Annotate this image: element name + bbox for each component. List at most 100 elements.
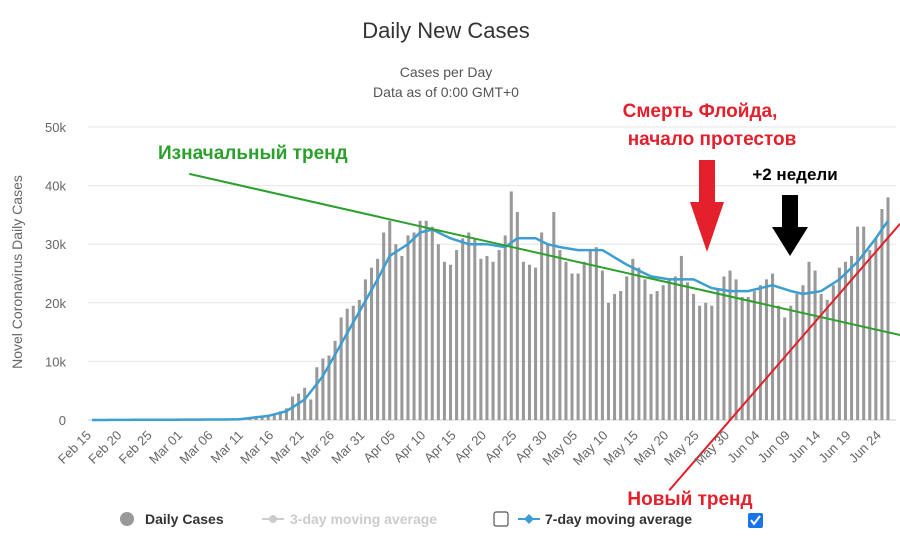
daily-cases-bar[interactable] <box>673 276 677 420</box>
daily-cases-bar[interactable] <box>850 255 854 420</box>
daily-cases-bar[interactable] <box>266 415 270 420</box>
daily-cases-bar[interactable] <box>552 211 556 420</box>
daily-cases-bar[interactable] <box>509 191 513 420</box>
daily-cases-bar[interactable] <box>546 244 550 420</box>
daily-cases-bar[interactable] <box>448 264 453 420</box>
daily-cases-bar[interactable] <box>436 244 440 420</box>
daily-cases-bar[interactable] <box>716 288 720 420</box>
checkbox-7day-average[interactable] <box>748 513 763 528</box>
daily-cases-bar[interactable] <box>540 232 544 420</box>
daily-cases-bar[interactable] <box>667 279 671 420</box>
daily-cases-bar[interactable] <box>376 258 380 420</box>
daily-cases-bar[interactable] <box>643 279 647 420</box>
daily-cases-bar[interactable] <box>527 264 532 420</box>
daily-cases-bar[interactable] <box>746 296 750 420</box>
daily-cases-bar[interactable] <box>418 220 422 420</box>
daily-cases-bar[interactable] <box>558 250 562 420</box>
daily-cases-bar[interactable] <box>388 220 392 420</box>
daily-cases-bar[interactable] <box>606 302 611 420</box>
daily-cases-bar[interactable] <box>406 235 410 420</box>
daily-cases-bar[interactable] <box>631 258 635 420</box>
daily-cases-bar[interactable] <box>309 399 313 420</box>
daily-cases-bar[interactable] <box>649 294 653 420</box>
daily-cases-bar[interactable] <box>856 226 860 420</box>
daily-cases-bar[interactable] <box>400 255 404 420</box>
daily-cases-bar[interactable] <box>363 279 367 420</box>
daily-cases-bar[interactable] <box>771 273 775 421</box>
daily-cases-bar[interactable] <box>582 261 586 420</box>
daily-cases-bar[interactable] <box>801 285 805 420</box>
daily-cases-bar[interactable] <box>479 258 483 420</box>
daily-cases-bar[interactable] <box>685 282 689 420</box>
checkbox-3day-average[interactable] <box>493 511 509 527</box>
daily-cases-bar[interactable] <box>795 294 799 420</box>
daily-cases-bar[interactable] <box>284 408 288 420</box>
daily-cases-bar[interactable] <box>613 294 617 420</box>
daily-cases-bar[interactable] <box>880 209 884 420</box>
daily-cases-bar[interactable] <box>734 279 738 420</box>
daily-cases-bar[interactable] <box>807 261 811 420</box>
daily-cases-bar[interactable] <box>412 232 416 420</box>
daily-cases-bar[interactable] <box>758 285 762 420</box>
daily-cases-bar[interactable] <box>503 235 507 420</box>
daily-cases-bar[interactable] <box>321 358 325 420</box>
daily-cases-bar[interactable] <box>515 211 519 420</box>
daily-cases-bar[interactable] <box>430 226 434 420</box>
daily-cases-bar[interactable] <box>297 393 301 420</box>
daily-cases-bar[interactable] <box>272 414 276 420</box>
daily-cases-bar[interactable] <box>497 250 501 420</box>
daily-cases-bar[interactable] <box>819 294 823 420</box>
daily-cases-bar[interactable] <box>831 285 835 420</box>
daily-cases-bar[interactable] <box>698 305 702 420</box>
daily-cases-bar[interactable] <box>278 411 282 420</box>
daily-cases-bar[interactable] <box>424 220 428 420</box>
daily-cases-bar[interactable] <box>789 305 793 420</box>
daily-cases-bar[interactable] <box>637 267 641 420</box>
daily-cases-bar[interactable] <box>576 273 580 421</box>
daily-cases-bar[interactable] <box>813 270 817 420</box>
daily-cases-bar[interactable] <box>345 308 349 420</box>
daily-cases-bar[interactable] <box>886 197 890 420</box>
daily-cases-bar[interactable] <box>461 238 465 420</box>
legend-item-3day-average[interactable]: 3-day moving average <box>262 511 437 527</box>
daily-cases-bar[interactable] <box>521 261 525 420</box>
daily-cases-bar[interactable] <box>679 255 683 420</box>
daily-cases-bar[interactable] <box>473 238 477 420</box>
daily-cases-bar[interactable] <box>491 261 495 420</box>
daily-cases-bar[interactable] <box>661 285 665 420</box>
daily-cases-bar[interactable] <box>837 267 841 420</box>
daily-cases-bar[interactable] <box>260 416 264 420</box>
daily-cases-bar[interactable] <box>339 317 343 420</box>
daily-cases-bar[interactable] <box>382 232 386 420</box>
daily-cases-bar[interactable] <box>625 276 629 420</box>
daily-cases-bar[interactable] <box>455 250 459 420</box>
daily-cases-bar[interactable] <box>394 244 398 420</box>
daily-cases-bar[interactable] <box>333 340 337 420</box>
daily-cases-bar[interactable] <box>868 250 872 420</box>
daily-cases-bar[interactable] <box>442 261 446 420</box>
daily-cases-bar[interactable] <box>752 291 756 420</box>
daily-cases-bar[interactable] <box>357 299 361 420</box>
daily-cases-bar[interactable] <box>692 294 696 420</box>
daily-cases-bar[interactable] <box>740 296 744 420</box>
legend-item-daily-cases[interactable]: Daily Cases <box>120 511 224 527</box>
seven-day-average-line[interactable] <box>92 220 890 422</box>
daily-cases-bar[interactable] <box>327 355 331 420</box>
daily-cases-bar[interactable] <box>369 267 374 420</box>
daily-cases-bar[interactable] <box>655 291 659 420</box>
daily-cases-bar[interactable] <box>722 276 726 420</box>
daily-cases-bar[interactable] <box>825 299 829 420</box>
daily-cases-bar[interactable] <box>588 250 592 420</box>
daily-cases-bar[interactable] <box>351 305 355 420</box>
daily-cases-bar[interactable] <box>485 255 489 420</box>
daily-cases-bar[interactable] <box>704 302 708 420</box>
daily-cases-bar[interactable] <box>534 267 538 420</box>
daily-cases-bar[interactable] <box>600 270 604 420</box>
daily-cases-bar[interactable] <box>619 291 623 420</box>
daily-cases-bar[interactable] <box>303 387 307 420</box>
daily-cases-bar[interactable] <box>564 261 568 420</box>
daily-cases-bar[interactable] <box>728 270 732 420</box>
daily-cases-bar[interactable] <box>570 273 574 421</box>
daily-cases-bar[interactable] <box>315 367 319 420</box>
daily-cases-bar[interactable] <box>843 261 847 420</box>
